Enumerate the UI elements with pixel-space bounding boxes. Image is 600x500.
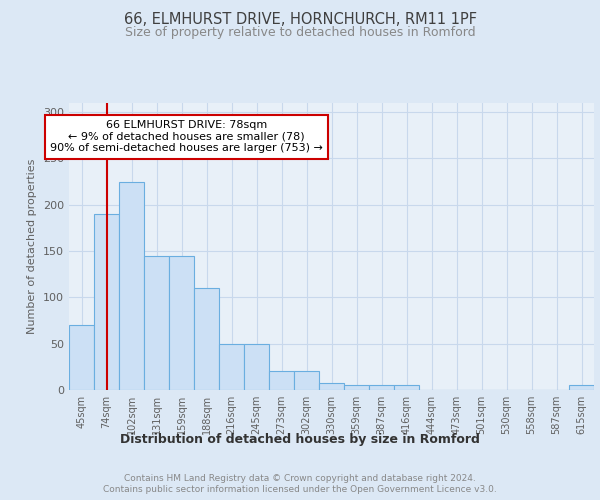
- Text: 66 ELMHURST DRIVE: 78sqm
← 9% of detached houses are smaller (78)
90% of semi-de: 66 ELMHURST DRIVE: 78sqm ← 9% of detache…: [50, 120, 323, 154]
- Bar: [344, 386, 369, 390]
- Bar: [569, 386, 594, 390]
- Bar: [69, 325, 94, 390]
- Bar: [219, 344, 244, 390]
- Bar: [394, 386, 419, 390]
- Bar: [119, 182, 144, 390]
- Bar: [144, 256, 169, 390]
- Bar: [319, 382, 344, 390]
- Bar: [269, 372, 294, 390]
- Bar: [369, 386, 394, 390]
- Bar: [94, 214, 119, 390]
- Text: Size of property relative to detached houses in Romford: Size of property relative to detached ho…: [125, 26, 475, 39]
- Bar: [294, 372, 319, 390]
- Text: Contains public sector information licensed under the Open Government Licence v3: Contains public sector information licen…: [103, 485, 497, 494]
- Text: Contains HM Land Registry data © Crown copyright and database right 2024.: Contains HM Land Registry data © Crown c…: [124, 474, 476, 483]
- Bar: [169, 256, 194, 390]
- Text: 66, ELMHURST DRIVE, HORNCHURCH, RM11 1PF: 66, ELMHURST DRIVE, HORNCHURCH, RM11 1PF: [124, 12, 476, 27]
- Bar: [194, 288, 219, 390]
- Bar: [244, 344, 269, 390]
- Y-axis label: Number of detached properties: Number of detached properties: [28, 158, 37, 334]
- Text: Distribution of detached houses by size in Romford: Distribution of detached houses by size …: [120, 432, 480, 446]
